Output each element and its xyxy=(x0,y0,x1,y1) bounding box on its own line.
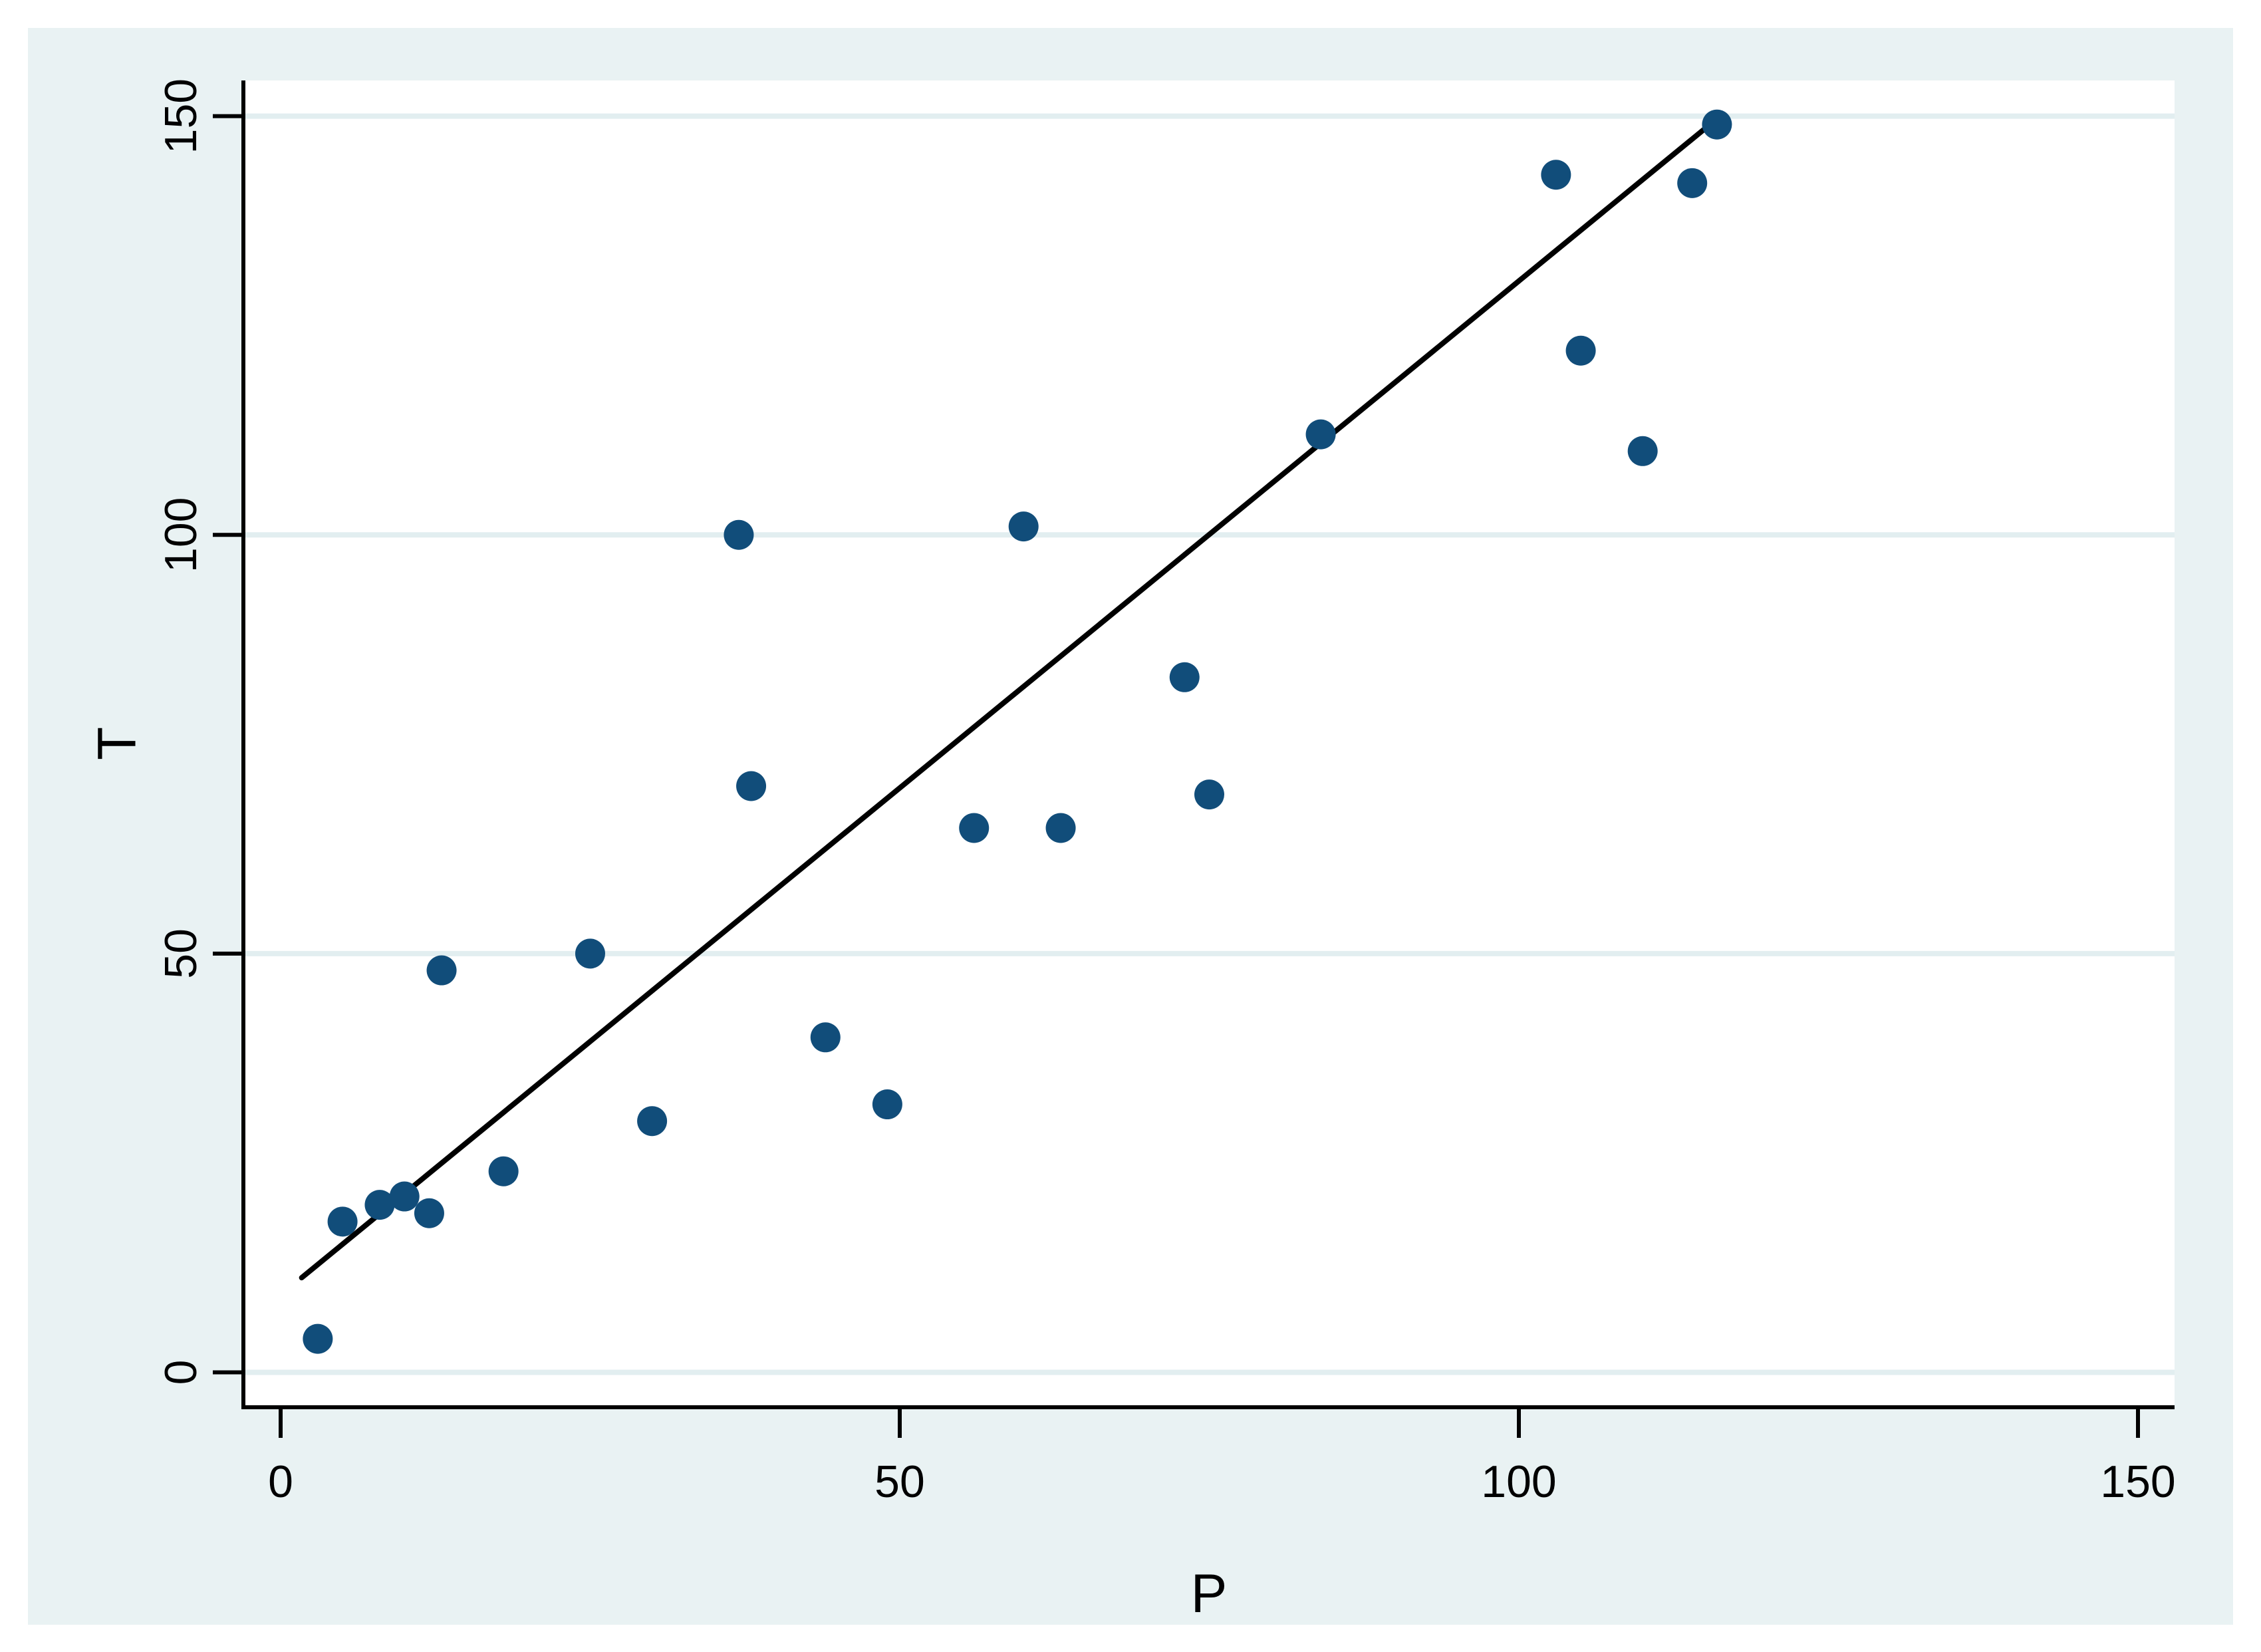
x-tick-label: 100 xyxy=(1481,1456,1556,1507)
data-point xyxy=(1565,335,1596,366)
data-point xyxy=(1305,419,1336,450)
data-point xyxy=(637,1106,668,1137)
data-point xyxy=(1702,109,1732,140)
data-point xyxy=(736,771,767,801)
data-point xyxy=(1677,168,1708,198)
data-point xyxy=(959,813,990,843)
y-tick-label: 150 xyxy=(156,78,206,154)
x-axis-tick-labels: 0 50 100 150 xyxy=(268,1456,2176,1507)
y-tick-label: 0 xyxy=(156,1360,206,1385)
plot-area xyxy=(243,80,2175,1407)
data-points xyxy=(303,109,1732,1354)
data-point xyxy=(426,955,457,986)
y-tick-label: 50 xyxy=(156,928,206,979)
data-point xyxy=(389,1181,420,1212)
data-point xyxy=(1627,436,1658,466)
y-axis-title: T xyxy=(87,727,148,760)
y-axis-ticks xyxy=(213,114,243,1375)
x-tick-label: 50 xyxy=(874,1456,925,1507)
data-point xyxy=(488,1156,519,1186)
x-axis-title: P xyxy=(1191,1564,1228,1624)
fit-line xyxy=(299,120,1715,1281)
data-point xyxy=(414,1198,444,1228)
data-point xyxy=(303,1323,333,1354)
regression-line xyxy=(299,120,1715,1281)
data-point xyxy=(327,1206,358,1237)
data-point xyxy=(724,519,754,550)
data-point xyxy=(364,1190,395,1220)
data-point xyxy=(1045,813,1076,843)
y-axis-tick-labels: 0 50 100 150 xyxy=(156,78,206,1385)
y-tick-label: 100 xyxy=(156,497,206,572)
x-axis-ticks xyxy=(279,1407,2140,1438)
data-point xyxy=(1541,160,1571,190)
x-tick-label: 150 xyxy=(2100,1456,2175,1507)
data-point xyxy=(1194,779,1224,810)
x-tick-label: 0 xyxy=(268,1456,293,1507)
data-point xyxy=(872,1089,902,1120)
data-point xyxy=(1008,511,1039,542)
data-point xyxy=(810,1022,841,1053)
data-point xyxy=(1169,662,1200,692)
data-point xyxy=(575,938,605,969)
